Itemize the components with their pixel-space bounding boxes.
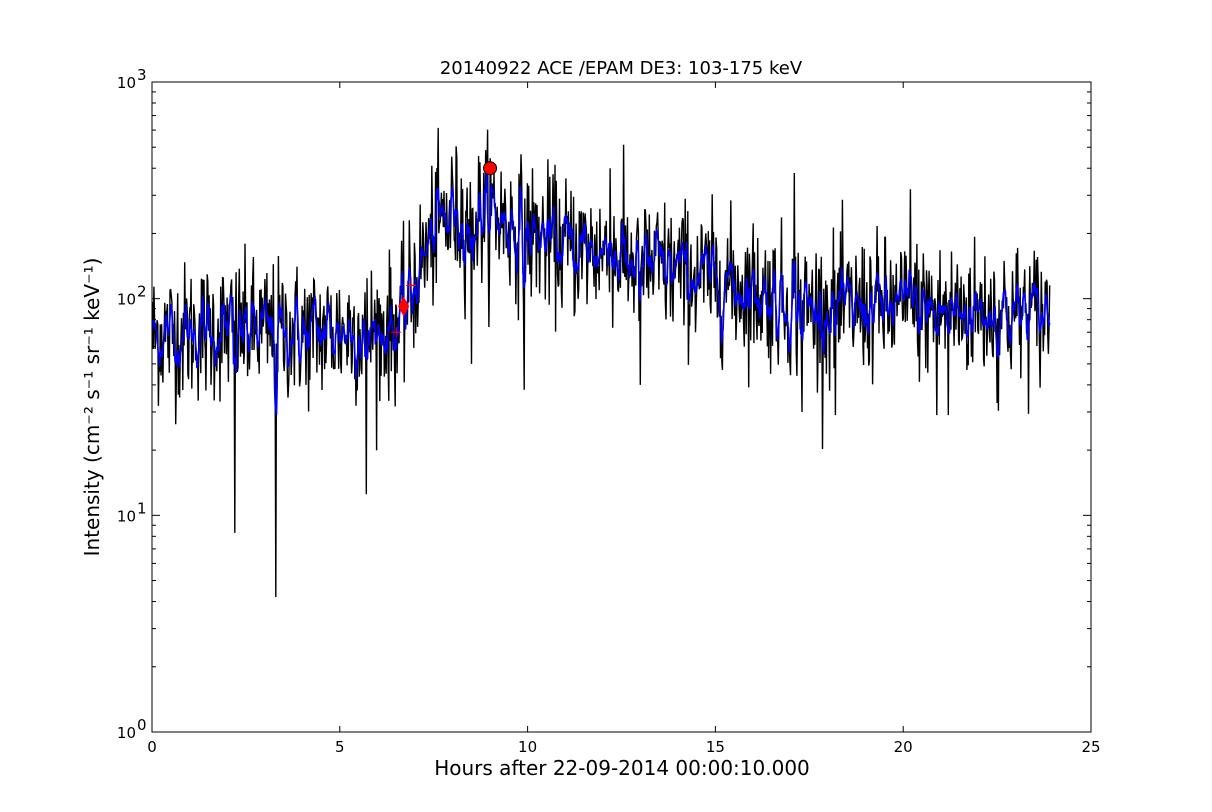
x-tick-label: 10 xyxy=(518,738,537,756)
y-tick-exponent: 1 xyxy=(137,499,147,517)
series-smoothed-line xyxy=(152,170,1051,415)
x-tick-label: 25 xyxy=(1081,738,1100,756)
chart-title: 20140922 ACE /EPAM DE3: 103-175 keV xyxy=(440,58,803,79)
plus-marker xyxy=(391,327,402,338)
peak-marker xyxy=(483,161,498,176)
x-tick-label: 20 xyxy=(894,738,913,756)
plot-frame xyxy=(151,81,1092,733)
x-tick-label: 0 xyxy=(147,738,157,756)
y-tick-label: 10 xyxy=(117,74,136,92)
y-axis-label: Intensity (cm⁻² s⁻¹ sr⁻¹ keV⁻¹) xyxy=(80,258,104,557)
y-tick-label: 10 xyxy=(117,724,136,742)
onset-marker xyxy=(398,296,410,317)
x-tick-label: 5 xyxy=(335,738,345,756)
plus-marker xyxy=(406,280,417,291)
x-tick-label: 15 xyxy=(706,738,725,756)
y-tick-exponent: 3 xyxy=(137,66,147,84)
y-tick-label: 10 xyxy=(117,291,136,309)
y-tick-exponent: 0 xyxy=(137,716,147,734)
y-tick-exponent: 2 xyxy=(137,283,147,301)
x-axis-label: Hours after 22-09-2014 00:00:10.000 xyxy=(434,756,810,780)
y-tick-label: 10 xyxy=(117,507,136,525)
